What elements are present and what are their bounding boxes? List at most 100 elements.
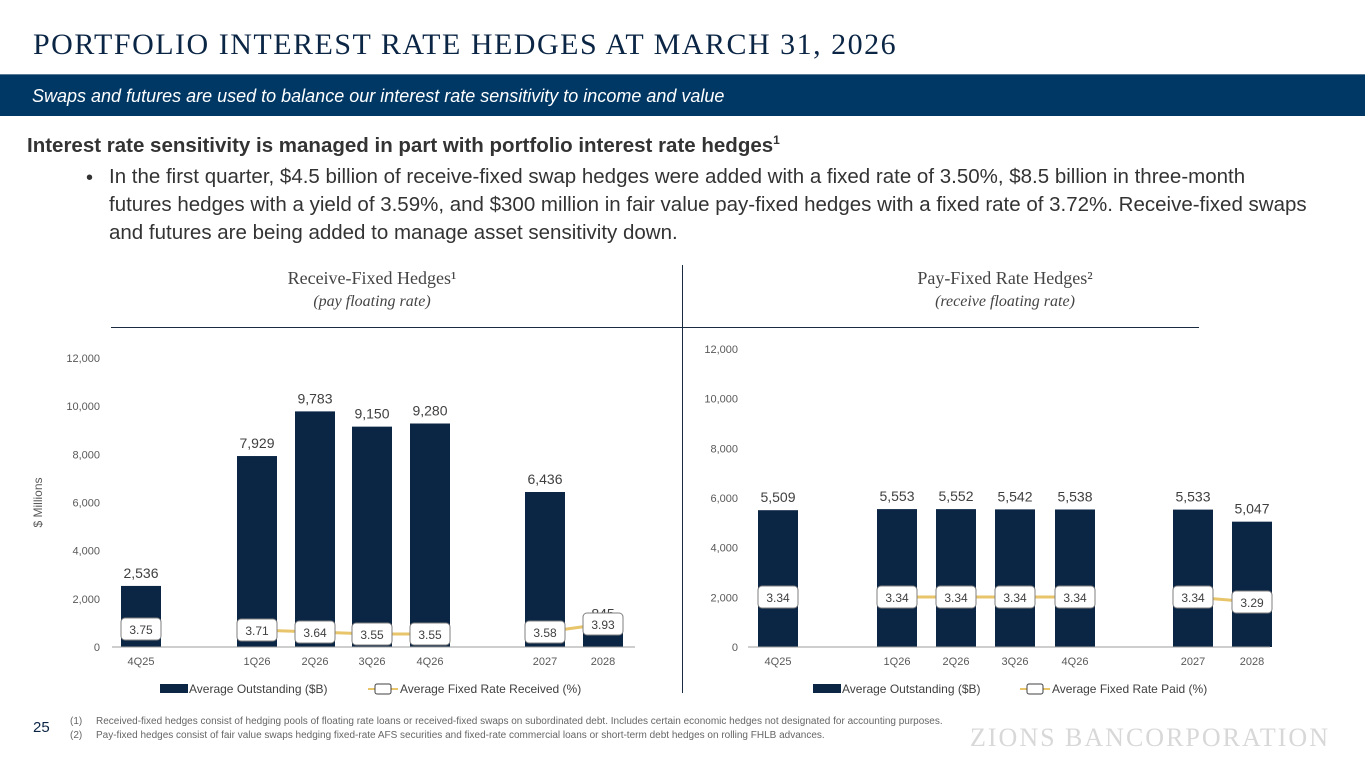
rate-label-box [294,620,336,644]
y-tick-label: 8,000 [710,443,738,455]
x-tick-label: 1Q26 [884,656,911,668]
rate-label-box [1231,590,1273,614]
bar-value-label: 6,436 [527,471,562,487]
bar-value-label: 5,533 [1175,489,1210,505]
legend-line-label: Average Fixed Rate Paid (%) [1052,682,1207,696]
bar-value-label: 5,542 [997,488,1032,504]
rate-label: 3.55 [360,628,384,642]
bar-value-label: 5,538 [1057,488,1092,504]
y-tick-label: 2,000 [72,594,100,606]
y-tick-label: 10,000 [704,394,738,406]
legend-bar-swatch [160,684,188,693]
rate-label: 3.64 [303,626,327,640]
company-logo: ZIONS BANCORPORATION [970,723,1330,752]
rate-label-box [524,620,566,644]
rate-label: 3.34 [766,591,790,605]
x-tick-label: 3Q26 [1002,656,1029,668]
footnote-2-number: (2) [70,730,83,741]
headline: Interest rate sensitivity is managed in … [27,133,780,158]
x-tick-label: 4Q25 [765,656,792,668]
rate-label-box [582,612,624,636]
rate-label: 3.55 [418,628,442,642]
x-tick-label: 2028 [591,656,615,668]
rate-label-box [935,585,977,609]
x-tick-label: 1Q26 [244,656,271,668]
rate-label: 3.93 [591,618,615,632]
x-tick-label: 4Q25 [128,656,155,668]
legend-bar-label: Average Outstanding ($B) [189,682,328,696]
bullet-icon: • [86,167,94,189]
bar-value-label: 9,783 [297,390,332,406]
rate-label: 3.75 [129,623,153,637]
panel-header-divider [111,327,1199,328]
y-tick-label: 2,000 [710,592,738,604]
bar [1173,509,1213,647]
page-title: PORTFOLIO INTEREST RATE HEDGES AT MARCH … [33,28,898,61]
x-tick-label: 2027 [533,656,557,668]
x-tick-label: 2Q26 [943,656,970,668]
headline-footnote-ref: 1 [773,133,780,147]
legend-line-label: Average Fixed Rate Received (%) [400,682,581,696]
bar-value-label: 2,536 [123,565,158,581]
bar-value-label: 5,553 [879,488,914,504]
y-tick-label: 0 [732,642,738,654]
rate-label-box [1054,585,1096,609]
y-tick-label: 8,000 [72,449,100,461]
rate-label-box [994,585,1036,609]
left-panel-title: Receive-Fixed Hedges¹ [287,268,457,288]
rate-label: 3.34 [1003,591,1027,605]
rate-label-box [757,585,799,609]
bar-value-label: 5,509 [760,489,795,505]
legend-line-marker [374,683,392,695]
rate-label: 3.71 [245,624,269,638]
pay-fixed-chart: 0 2,000 4,000 6,000 8,000 10,000 12,000 5,509 4Q… [704,344,1273,696]
y-axis-label: $ Millions [31,477,45,527]
rate-label-box [351,622,393,646]
rate-label: 3.34 [1063,591,1087,605]
rate-label: 3.34 [944,591,968,605]
bar [995,509,1035,647]
footnote-1: (1) Received-fixed hedges consist of hedg… [70,716,943,727]
bar [410,423,450,647]
x-tick-label: 4Q26 [417,656,444,668]
page-number: 25 [33,719,50,736]
rate-label: 3.58 [533,626,557,640]
rate-label: 3.29 [1240,596,1264,610]
rate-label-box [120,617,162,641]
bar-value-label: 9,280 [412,403,447,419]
right-panel-subtitle: (receive floating rate) [935,293,1075,310]
x-tick-label: 2027 [1181,656,1205,668]
y-tick-label: 12,000 [66,353,100,365]
bullet-text: In the first quarter, $4.5 billion of re… [109,165,1307,244]
y-tick-label: 0 [94,642,100,654]
rate-label: 3.34 [885,591,909,605]
rate-label-box [236,618,278,642]
x-tick-label: 2028 [1240,656,1264,668]
bar [1232,521,1272,647]
left-panel-subtitle: (pay floating rate) [313,293,431,310]
subtitle-banner: Swaps and futures are used to balance ou… [0,74,1365,116]
y-tick-label: 6,000 [710,493,738,505]
legend-bar-swatch [813,684,841,693]
x-tick-label: 2Q26 [302,656,329,668]
x-tick-label: 4Q26 [1062,656,1089,668]
bar [758,510,798,647]
footnote-1-text: Received-fixed hedges consist of hedging… [96,716,943,727]
bar-value-label: 9,150 [354,406,389,422]
bar-value-label: 7,929 [239,435,274,451]
bar [237,456,277,647]
rate-label-box [876,585,918,609]
y-tick-label: 4,000 [710,543,738,555]
panel-vertical-divider [682,265,683,693]
headline-text: Interest rate sensitivity is managed in … [27,133,774,157]
y-tick-label: 10,000 [66,401,100,413]
footnote-1-number: (1) [70,716,83,727]
footnote-2-text: Pay-fixed hedges consist of fair value s… [96,730,825,741]
footnote-2: (2) Pay-fixed hedges consist of fair valu… [70,730,825,741]
rate-label-box [409,622,451,646]
right-panel-title: Pay-Fixed Rate Hedges² [917,268,1093,288]
x-tick-label: 3Q26 [359,656,386,668]
bar [877,509,917,647]
y-tick-label: 4,000 [72,546,100,558]
bar-value-label: 5,047 [1234,501,1269,517]
